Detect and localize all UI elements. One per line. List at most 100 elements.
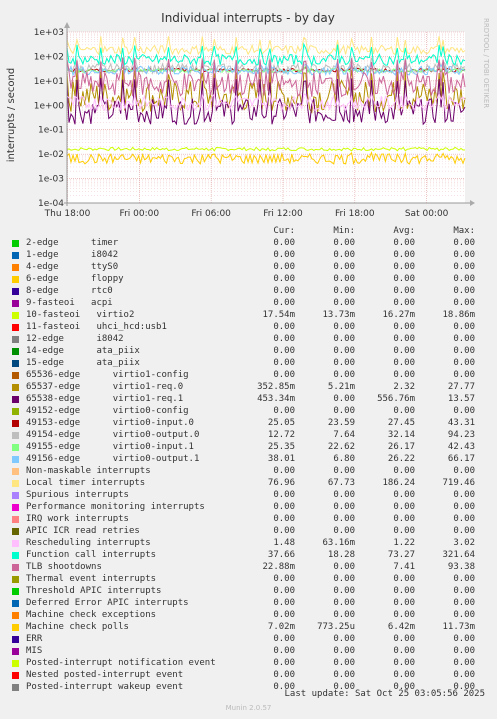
legend-avg-value: 0.00 <box>393 526 415 536</box>
legend-max-value: 0.00 <box>453 238 475 248</box>
legend-swatch <box>12 444 19 451</box>
y-tick-label: 1e-03 <box>38 175 64 185</box>
legend-min-value: 5.21m <box>327 382 355 392</box>
legend-min-value: 6.80 <box>333 454 355 464</box>
legend-row: Performance monitoring interrupts 0.00 0.0… <box>12 501 492 513</box>
legend-row: 6-edge floppy 0.00 0.00 0.00 0.00 <box>12 273 492 285</box>
legend-cur-value: 0.00 <box>273 286 295 296</box>
legend-row: Function call interrupts 37.66 18.28 73.27 3… <box>12 549 492 561</box>
legend-label: 10-fasteoi virtio2 <box>26 310 135 320</box>
legend-row: MIS 0.00 0.00 0.00 0.00 <box>12 645 492 657</box>
legend-swatch <box>12 336 19 343</box>
legend-swatch <box>12 528 19 535</box>
x-tick-label: Fri 00:00 <box>120 209 160 219</box>
legend-row: Deferred Error APIC interrupts 0.00 0.00 0.… <box>12 597 492 609</box>
legend-cur-value: 0.00 <box>273 502 295 512</box>
legend-min-value: 22.62 <box>327 442 355 452</box>
legend-min-value: 13.73m <box>322 310 355 320</box>
x-tick-label: Fri 06:00 <box>191 209 231 219</box>
legend-swatch <box>12 552 19 559</box>
legend-max-value: 11.73m <box>442 622 475 632</box>
y-tick-label: 1e+02 <box>34 52 64 62</box>
legend-cur-value: 0.00 <box>273 322 295 332</box>
legend-max-value: 3.02 <box>453 538 475 548</box>
legend-min-value: 0.00 <box>333 406 355 416</box>
legend-cur-value: 0.00 <box>273 250 295 260</box>
legend-avg-value: 0.00 <box>393 682 415 692</box>
y-tick-label: 1e-02 <box>38 150 64 160</box>
legend-row: 9-fasteoi acpi 0.00 0.00 0.00 0.00 <box>12 297 492 309</box>
legend-label: 15-edge ata_piix <box>26 358 140 368</box>
legend-min-value: 773.25u <box>317 622 355 632</box>
legend-min-value: 0.00 <box>333 634 355 644</box>
legend-cur-value: 0.00 <box>273 670 295 680</box>
legend-label: 49153-edge virtio0-input.0 <box>26 418 194 428</box>
legend-row: 2-edge timer 0.00 0.00 0.00 0.00 <box>12 237 492 249</box>
legend-label: 8-edge rtc0 <box>26 286 113 296</box>
legend-label: Machine check polls <box>26 622 129 632</box>
legend-cur-value: 0.00 <box>273 466 295 476</box>
legend-avg-value: 0.00 <box>393 574 415 584</box>
legend-max-value: 93.38 <box>447 562 475 572</box>
legend-label: Spurious interrupts <box>26 490 129 500</box>
legend-min-value: 0.00 <box>333 262 355 272</box>
legend-min-value: 0.00 <box>333 646 355 656</box>
legend-min-value: 0.00 <box>333 322 355 332</box>
legend-cur-value: 0.00 <box>273 334 295 344</box>
legend-label: 49156-edge virtio0-output.1 <box>26 454 200 464</box>
legend-label: Function call interrupts <box>26 550 157 560</box>
legend-cur-value: 0.00 <box>273 682 295 692</box>
legend-avg-value: 0.00 <box>393 646 415 656</box>
legend-row: Posted-interrupt notification event 0.00 0… <box>12 657 492 669</box>
legend-avg-value: 0.00 <box>393 490 415 500</box>
legend-swatch <box>12 564 19 571</box>
legend-max-value: 0.00 <box>453 274 475 284</box>
y-tick-label: 1e-04 <box>38 199 64 209</box>
legend-label: Threshold APIC interrupts <box>26 586 162 596</box>
legend-label: 49154-edge virtio0-output.0 <box>26 430 200 440</box>
series-line <box>66 77 466 126</box>
legend-cur-value: 0.00 <box>273 358 295 368</box>
legend-avg-value: 73.27 <box>387 550 415 560</box>
legend-max-value: 0.00 <box>453 358 475 368</box>
legend-min-value: 18.28 <box>327 550 355 560</box>
legend-avg-value: 26.17 <box>387 442 415 452</box>
y-tick-label: 1e+01 <box>34 77 64 87</box>
legend-avg-value: 0.00 <box>393 514 415 524</box>
legend-min-value: 0.00 <box>333 346 355 356</box>
legend-max-value: 0.00 <box>453 346 475 356</box>
legend-avg-value: 0.00 <box>393 250 415 260</box>
legend-label: 49152-edge virtio0-config <box>26 406 189 416</box>
legend-avg-value: 0.00 <box>393 358 415 368</box>
legend-swatch <box>12 480 19 487</box>
legend-row: Machine check polls 7.02m 773.25u 6.42m 11.7… <box>12 621 492 633</box>
legend-max-value: 0.00 <box>453 574 475 584</box>
legend-avg-value: 0.00 <box>393 406 415 416</box>
legend-avg-value: 1.22 <box>393 538 415 548</box>
legend-cur-value: 25.35 <box>267 442 295 452</box>
legend-label: 65537-edge virtio1-req.0 <box>26 382 184 392</box>
legend-label: Local timer interrupts <box>26 478 146 488</box>
legend-max-value: 94.23 <box>447 430 475 440</box>
legend-cur-value: 453.34m <box>257 394 295 404</box>
legend-label: 4-edge ttyS0 <box>26 262 119 272</box>
legend-max-value: 0.00 <box>453 250 475 260</box>
legend-min-value: 0.00 <box>333 574 355 584</box>
legend-min-value: 0.00 <box>333 298 355 308</box>
legend-max-value: 42.43 <box>447 442 475 452</box>
legend-swatch <box>12 492 19 499</box>
legend-label: 49155-edge virtio0-input.1 <box>26 442 194 452</box>
y-axis-arrow <box>64 22 70 28</box>
chart-title: Individual interrupts - by day <box>161 11 335 25</box>
legend-max-value: 321.64 <box>442 550 475 560</box>
legend-swatch <box>12 408 19 415</box>
legend-max-value: 0.00 <box>453 466 475 476</box>
legend-avg-value: 0.00 <box>393 370 415 380</box>
legend-label: Machine check exceptions <box>26 610 157 620</box>
legend-swatch <box>12 372 19 379</box>
legend-min-value: 0.00 <box>333 274 355 284</box>
legend-avg-value: 0.00 <box>393 322 415 332</box>
legend-label: APIC ICR read retries <box>26 526 140 536</box>
legend-label: Non-maskable interrupts <box>26 466 151 476</box>
legend-swatch <box>12 456 19 463</box>
